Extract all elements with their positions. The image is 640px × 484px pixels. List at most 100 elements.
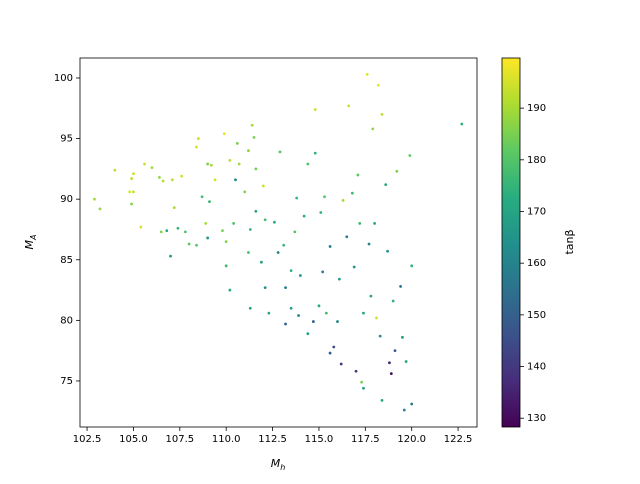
colorbar-tick-label: 180: [527, 155, 546, 166]
point: [332, 345, 336, 349]
point: [165, 229, 169, 233]
y-tick-label: 75: [60, 376, 73, 387]
point: [282, 243, 286, 247]
point: [293, 230, 297, 234]
point: [234, 178, 237, 182]
point: [228, 288, 232, 292]
point: [375, 316, 378, 320]
colorbar: [501, 57, 521, 428]
point: [324, 311, 328, 315]
point: [252, 135, 256, 139]
colorbar-tick-label: 160: [527, 258, 546, 269]
y-tick-label: 95: [60, 134, 73, 145]
colorbar-label: tanβ: [563, 229, 576, 254]
point: [237, 162, 241, 166]
point: [172, 206, 176, 210]
point: [267, 311, 271, 315]
y-axis-label: MA: [23, 235, 38, 250]
point: [367, 242, 371, 246]
point: [243, 190, 247, 194]
point: [159, 230, 163, 234]
point: [228, 158, 232, 162]
colorbar-tick-label: 130: [527, 413, 546, 424]
point: [176, 226, 180, 230]
y-tick-label: 85: [60, 255, 73, 266]
point: [362, 386, 365, 390]
point: [313, 151, 317, 155]
point: [362, 311, 365, 315]
point: [247, 149, 250, 153]
point: [132, 190, 135, 194]
point: [328, 245, 332, 248]
point: [389, 372, 393, 376]
point: [206, 236, 210, 240]
point: [93, 197, 96, 201]
point: [130, 177, 133, 180]
point: [289, 269, 293, 273]
point: [386, 249, 389, 253]
point: [356, 173, 360, 177]
x-label-main: M: [271, 457, 281, 470]
point: [221, 229, 224, 233]
point: [354, 369, 358, 373]
x-tick-label: 105.0: [119, 434, 148, 445]
point: [460, 122, 464, 126]
point: [263, 286, 267, 290]
point: [247, 251, 250, 254]
point: [328, 351, 332, 355]
colorbar-tick-label: 150: [527, 310, 546, 321]
point: [161, 179, 165, 183]
point: [306, 332, 310, 336]
point: [410, 264, 414, 268]
point: [254, 167, 258, 171]
x-tick-label: 115.0: [305, 434, 334, 445]
point: [183, 230, 187, 234]
point: [180, 174, 184, 178]
point: [323, 195, 326, 199]
point: [378, 334, 382, 338]
colorbar-tick-label: 140: [527, 362, 546, 373]
point: [393, 349, 397, 353]
point: [235, 142, 239, 145]
point: [170, 178, 174, 182]
x-tick-label: 122.5: [444, 434, 473, 445]
point: [369, 294, 373, 298]
point: [339, 362, 343, 366]
point: [130, 202, 133, 206]
x-tick-label: 120.0: [397, 434, 426, 445]
point: [195, 243, 198, 247]
point: [250, 123, 254, 127]
point: [380, 112, 384, 116]
point: [388, 361, 391, 365]
point: [319, 211, 323, 214]
point: [143, 162, 146, 166]
point: [376, 83, 380, 87]
plot-frame: [79, 57, 478, 428]
point: [224, 264, 228, 268]
point: [395, 169, 399, 173]
point: [278, 150, 282, 154]
point: [98, 207, 102, 211]
point: [302, 214, 306, 218]
point: [350, 191, 354, 195]
point: [261, 184, 265, 188]
x-tick-label: 112.5: [258, 434, 287, 445]
point: [401, 335, 404, 339]
point: [273, 220, 276, 224]
point: [358, 222, 362, 225]
point: [373, 222, 376, 225]
y-label-main: M: [23, 239, 36, 249]
colorbar-tick-label: 170: [527, 206, 546, 217]
point: [298, 274, 302, 277]
point: [317, 304, 321, 308]
point: [306, 162, 310, 166]
point: [352, 265, 356, 269]
point: [222, 132, 226, 136]
point: [128, 190, 132, 194]
point: [380, 398, 384, 402]
point: [341, 198, 345, 202]
point: [169, 254, 172, 258]
point: [113, 168, 117, 172]
point: [345, 235, 349, 239]
y-label-sub: A: [29, 235, 38, 241]
